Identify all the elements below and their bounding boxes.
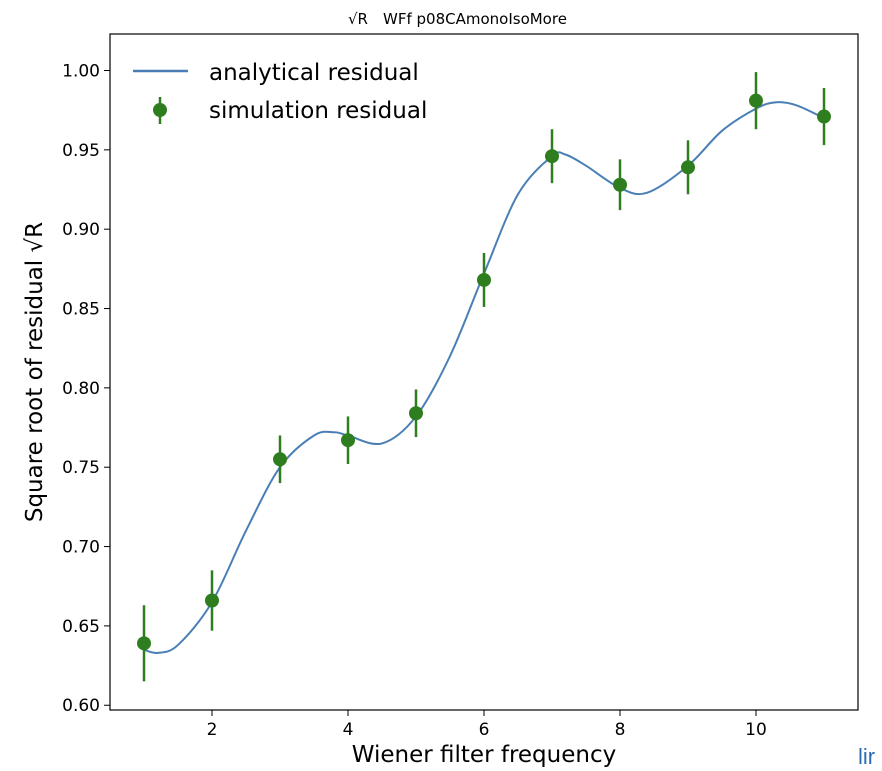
data-point [681, 160, 695, 175]
y-axis-label: Square root of residual √R [22, 222, 48, 522]
data-point [817, 109, 831, 124]
chart-title: √R WFf p08CAmonoIsoMore [348, 10, 567, 28]
data-point [341, 433, 355, 448]
data-point [613, 177, 627, 192]
y-tick-label: 0.95 [62, 141, 100, 161]
x-tick-label: 4 [343, 720, 354, 740]
data-point [749, 93, 763, 108]
y-tick-label: 0.75 [62, 458, 100, 478]
data-point [477, 272, 491, 287]
chart-title-symbol: √R [348, 10, 368, 28]
y-axis: 0.60 0.65 0.70 0.75 0.80 0.85 0.90 0.95 1.00 [62, 61, 110, 716]
legend: analytical residual simulation residual [133, 60, 427, 124]
data-point [205, 593, 219, 608]
y-tick-label: 1.00 [62, 61, 100, 81]
y-tick-label: 0.85 [62, 300, 100, 320]
x-tick-label: 2 [207, 720, 218, 740]
data-point [273, 452, 287, 467]
legend-label-analytical: analytical residual [209, 60, 419, 86]
plot-area [109, 33, 859, 711]
x-axis: 2 4 6 8 10 [207, 710, 767, 740]
y-tick-label: 0.65 [62, 617, 100, 637]
simulation-points [137, 72, 831, 682]
y-tick-label: 0.90 [62, 220, 100, 240]
corner-text-fragment: lir [858, 744, 876, 769]
y-tick-label: 0.60 [62, 696, 100, 716]
data-point [409, 406, 423, 421]
data-point [137, 636, 151, 651]
x-tick-label: 6 [479, 720, 490, 740]
x-axis-label: Wiener filter frequency [352, 742, 616, 768]
y-tick-label: 0.70 [62, 538, 100, 558]
x-tick-label: 8 [615, 720, 626, 740]
legend-marker-swatch [153, 103, 167, 117]
legend-label-simulation: simulation residual [209, 98, 427, 124]
x-tick-label: 10 [745, 720, 767, 740]
chart-title-text: WFf p08CAmonoIsoMore [383, 10, 567, 28]
data-point [545, 149, 559, 164]
y-tick-label: 0.80 [62, 379, 100, 399]
series-line-analytical-residual [143, 101, 825, 654]
